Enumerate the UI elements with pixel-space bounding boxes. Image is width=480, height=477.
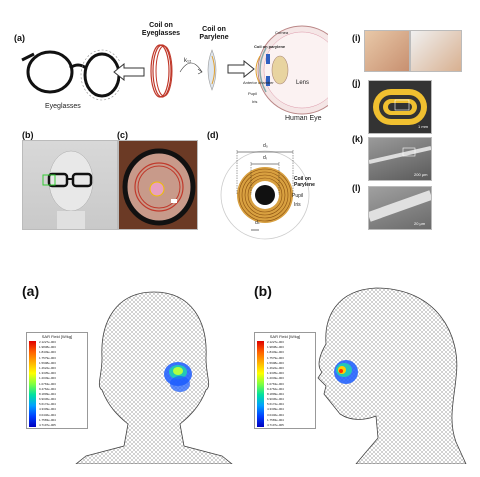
sar-legend-value: 1.2049e-003 — [267, 377, 284, 380]
glasses-closeup-photo — [118, 140, 198, 230]
sar-legend-value: 1.8449e-003 — [267, 351, 284, 354]
sar-colorbar-b — [257, 341, 264, 427]
panel-label-c: (c) — [117, 130, 128, 140]
sar-legend-b: SAR Field [W/kg] 2.1227e-003 1.9838e-003… — [254, 332, 316, 429]
parylene-lens-illustration — [203, 48, 221, 92]
sar-legend-value: 4.7197e-005 — [39, 424, 56, 427]
sar-colorbar-a — [29, 341, 36, 427]
sar-legend-value: 9.4762e-004 — [267, 388, 284, 391]
sar-legend-value: 1.3335e-003 — [39, 372, 56, 375]
bottom-panel-label-b: (b) — [254, 283, 272, 299]
panel-label-b: (b) — [22, 130, 34, 140]
di-label: dᵢ — [263, 155, 267, 161]
sar-legend-value: 1.2049e-003 — [39, 377, 56, 380]
sar-legend-value: 1.0763e-003 — [267, 383, 284, 386]
scale-label-k: 200 μm — [414, 172, 427, 177]
sar-legend-value: 3.0446e-004 — [267, 414, 284, 417]
sar-legend-values-b: 2.1227e-003 1.9838e-003 1.8449e-003 1.75… — [267, 341, 284, 427]
ds-label: dₛ — [255, 220, 260, 226]
sar-legend-value: 4.3309e-004 — [39, 408, 56, 411]
sar-legend-value: 1.3335e-003 — [267, 372, 284, 375]
bottom-panel-label-a: (a) — [22, 283, 39, 299]
coupling-arrow-icon — [176, 52, 206, 80]
panel-label-i: (i) — [352, 33, 361, 43]
finger-photo-2 — [410, 30, 462, 72]
sar-legend-value: 1.7583e-004 — [39, 419, 56, 422]
scale-label-j: 1 mm — [418, 124, 428, 129]
sar-legend-a: SAR Field [W/kg] 2.1227e-003 1.9838e-003… — [26, 332, 88, 429]
sar-legend-value: 1.7579e-003 — [39, 357, 56, 360]
sar-legend-value: 4.7197e-005 — [267, 424, 284, 427]
sar-legend-value: 1.5908e-003 — [267, 362, 284, 365]
sar-legend-value: 5.6172e-004 — [39, 403, 56, 406]
sar-legend-value: 1.9838e-003 — [267, 346, 284, 349]
iris-d-label: Iris — [294, 202, 301, 208]
do-label: d₀ — [263, 143, 268, 149]
sar-legend-value: 2.1227e-003 — [267, 341, 284, 344]
finger-photo-1 — [364, 30, 410, 72]
pupil-label: Pupil — [248, 91, 257, 96]
human-eye-illustration — [252, 20, 328, 120]
sar-legend-value: 4.3309e-004 — [267, 408, 284, 411]
sar-legend-value: 1.8449e-003 — [39, 351, 56, 354]
panel-label-k: (k) — [352, 134, 363, 144]
coil-on-parylene-label: Coil on Parylene — [194, 26, 234, 42]
sar-legend-value: 1.4622e-003 — [267, 367, 284, 370]
sar-legend-value: 2.1227e-003 — [39, 341, 56, 344]
coil-on-eyeglasses-label: Coil on Eyeglasses — [138, 22, 184, 38]
sar-legend-value: 9.4762e-004 — [39, 388, 56, 391]
human-eye-label: Human Eye — [285, 115, 322, 122]
sar-legend-value: 5.6172e-004 — [267, 403, 284, 406]
sar-legend-value: 1.7583e-004 — [267, 419, 284, 422]
iris-label: Iris — [252, 99, 257, 104]
coil-on-eyeglasses-illustration — [148, 42, 174, 100]
sar-legend-value: 1.4622e-003 — [39, 367, 56, 370]
sar-head-side-mesh — [296, 282, 472, 464]
sar-legend-value: 3.0446e-004 — [39, 414, 56, 417]
sar-legend-value: 1.7579e-003 — [267, 357, 284, 360]
eyeglasses-illustration — [20, 42, 120, 104]
cornea-label: Cornea — [275, 30, 288, 35]
pupil-d-label: Pupil — [292, 193, 303, 199]
hollow-arrow-left-icon — [112, 63, 146, 81]
mannequin-photo — [22, 140, 118, 230]
sar-legend-value: 6.9036e-004 — [39, 398, 56, 401]
panel-label-d: (d) — [207, 130, 219, 140]
panel-label-l: (l) — [352, 183, 361, 193]
sar-legend-value: 8.1899e-004 — [267, 393, 284, 396]
sar-legend-title-a: SAR Field [W/kg] — [27, 333, 87, 340]
sar-legend-value: 1.9838e-003 — [39, 346, 56, 349]
eyeglasses-label: Eyeglasses — [45, 103, 81, 110]
sar-legend-values-a: 2.1227e-003 1.9838e-003 1.8449e-003 1.75… — [39, 341, 56, 427]
sar-legend-value: 6.9036e-004 — [267, 398, 284, 401]
sar-legend-title-b: SAR Field [W/kg] — [255, 333, 315, 340]
sar-legend-value: 1.5908e-003 — [39, 362, 56, 365]
lens-label: Lens — [296, 80, 309, 86]
anterior-chamber-label: Anterior chamber — [243, 80, 274, 85]
sar-legend-value: 1.0763e-003 — [39, 383, 56, 386]
sar-head-front-mesh — [66, 286, 242, 464]
sar-legend-value: 8.1899e-004 — [39, 393, 56, 396]
coil-on-parylene-d-label: Coil on Parylene — [294, 176, 324, 188]
panel-label-j: (j) — [352, 78, 361, 88]
scale-label-l: 20 μm — [414, 221, 425, 226]
coil-on-parylene-small-label: Coil on parylene — [254, 44, 285, 49]
